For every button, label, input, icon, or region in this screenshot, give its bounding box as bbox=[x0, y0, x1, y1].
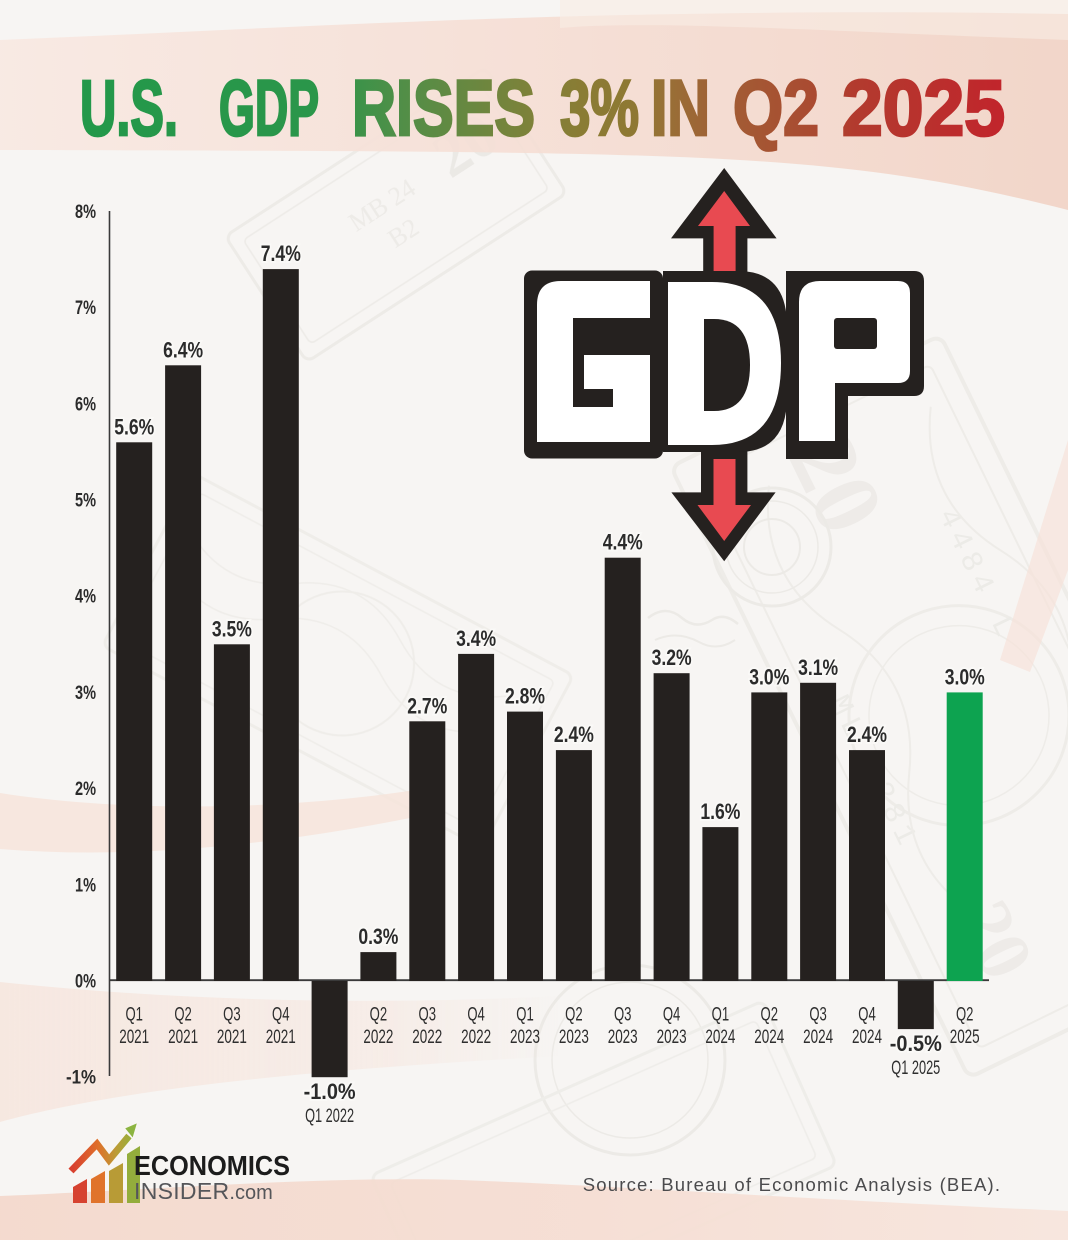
svg-text:5.6%: 5.6% bbox=[114, 414, 154, 439]
svg-text:Q2: Q2 bbox=[761, 1005, 779, 1026]
svg-text:3%: 3% bbox=[75, 683, 96, 704]
svg-text:Q1: Q1 bbox=[516, 1005, 534, 1026]
svg-text:2.4%: 2.4% bbox=[847, 722, 887, 747]
svg-text:0%: 0% bbox=[75, 972, 96, 993]
svg-text:3%: 3% bbox=[560, 63, 639, 152]
svg-text:2024: 2024 bbox=[705, 1027, 735, 1048]
svg-text:Q4: Q4 bbox=[467, 1005, 485, 1026]
svg-text:IN: IN bbox=[651, 63, 710, 152]
svg-text:1%: 1% bbox=[75, 875, 96, 896]
svg-text:GDP: GDP bbox=[219, 63, 319, 152]
svg-text:Q1: Q1 bbox=[712, 1005, 730, 1026]
svg-text:Q4: Q4 bbox=[858, 1005, 876, 1026]
svg-text:Q1: Q1 bbox=[125, 1005, 143, 1026]
svg-text:-0.5%: -0.5% bbox=[890, 1031, 942, 1056]
svg-text:2024: 2024 bbox=[754, 1027, 784, 1048]
svg-text:2021: 2021 bbox=[217, 1027, 247, 1048]
svg-text:Q3: Q3 bbox=[223, 1005, 241, 1026]
svg-text:Q2: Q2 bbox=[956, 1005, 974, 1026]
svg-text:Q1 2022: Q1 2022 bbox=[305, 1106, 354, 1127]
svg-text:2023: 2023 bbox=[510, 1027, 540, 1048]
svg-text:2.8%: 2.8% bbox=[505, 684, 545, 709]
svg-text:Q4: Q4 bbox=[272, 1005, 290, 1026]
svg-text:2022: 2022 bbox=[461, 1027, 491, 1048]
svg-text:4.4%: 4.4% bbox=[603, 530, 643, 555]
svg-text:Q2: Q2 bbox=[733, 63, 819, 152]
svg-text:Q4: Q4 bbox=[663, 1005, 681, 1026]
svg-text:6.4%: 6.4% bbox=[163, 337, 203, 362]
svg-text:3.0%: 3.0% bbox=[749, 664, 789, 689]
svg-text:U.S.: U.S. bbox=[80, 63, 178, 152]
svg-text:2024: 2024 bbox=[852, 1027, 882, 1048]
svg-text:2023: 2023 bbox=[608, 1027, 638, 1048]
svg-text:Q3: Q3 bbox=[614, 1005, 632, 1026]
svg-text:8%: 8% bbox=[75, 202, 96, 223]
svg-text:4%: 4% bbox=[75, 587, 96, 608]
svg-text:3.5%: 3.5% bbox=[212, 616, 252, 641]
svg-text:2022: 2022 bbox=[363, 1027, 393, 1048]
svg-text:0.3%: 0.3% bbox=[358, 924, 398, 949]
svg-text:RISES: RISES bbox=[352, 63, 535, 152]
svg-text:INSIDER.com: INSIDER.com bbox=[134, 1178, 273, 1204]
svg-text:6%: 6% bbox=[75, 394, 96, 415]
svg-text:Q3: Q3 bbox=[419, 1005, 437, 1026]
svg-text:Source: Bureau of Economic Ana: Source: Bureau of Economic Analysis (BEA… bbox=[583, 1174, 1002, 1195]
svg-text:-1%: -1% bbox=[66, 1068, 96, 1089]
svg-text:3.0%: 3.0% bbox=[945, 664, 985, 689]
svg-text:Q2: Q2 bbox=[370, 1005, 388, 1026]
svg-text:2.4%: 2.4% bbox=[554, 722, 594, 747]
svg-text:Q2: Q2 bbox=[565, 1005, 583, 1026]
svg-text:2%: 2% bbox=[75, 779, 96, 800]
svg-text:Q1 2025: Q1 2025 bbox=[891, 1058, 940, 1079]
svg-text:Q3: Q3 bbox=[809, 1005, 827, 1026]
svg-text:2023: 2023 bbox=[657, 1027, 687, 1048]
svg-text:-1.0%: -1.0% bbox=[304, 1079, 356, 1104]
svg-text:2025: 2025 bbox=[950, 1027, 980, 1048]
svg-text:3.2%: 3.2% bbox=[652, 645, 692, 670]
svg-text:1.6%: 1.6% bbox=[700, 799, 740, 824]
svg-text:3.1%: 3.1% bbox=[798, 655, 838, 680]
svg-text:2.7%: 2.7% bbox=[407, 693, 447, 718]
svg-text:3.4%: 3.4% bbox=[456, 626, 496, 651]
svg-text:Q2: Q2 bbox=[174, 1005, 192, 1026]
svg-text:7.4%: 7.4% bbox=[261, 241, 301, 266]
svg-text:2021: 2021 bbox=[119, 1027, 149, 1048]
svg-text:ECONOMICS: ECONOMICS bbox=[134, 1150, 290, 1181]
svg-text:2025: 2025 bbox=[842, 63, 1005, 152]
svg-text:7%: 7% bbox=[75, 298, 96, 319]
svg-text:2021: 2021 bbox=[168, 1027, 198, 1048]
svg-text:5%: 5% bbox=[75, 491, 96, 512]
svg-text:2023: 2023 bbox=[559, 1027, 589, 1048]
svg-text:2024: 2024 bbox=[803, 1027, 833, 1048]
svg-text:2021: 2021 bbox=[266, 1027, 296, 1048]
svg-text:2022: 2022 bbox=[412, 1027, 442, 1048]
